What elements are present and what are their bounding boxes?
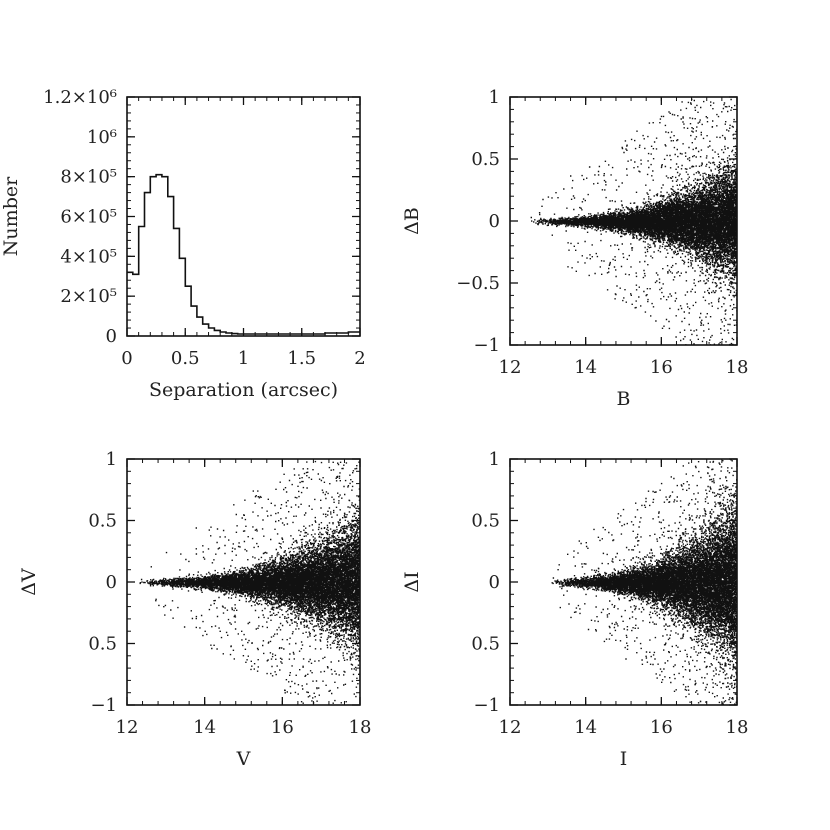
panel-hist: 0 0.5 1 1.5 2 0 2×10⁵ 4×10⁵ 6×10⁵ 8×10⁵ 10⁶ 1.2×10⁶… <box>0 87 366 401</box>
x-tick-label: 0 <box>121 348 132 369</box>
y-tick-label: 0 <box>106 326 117 347</box>
y-tick-label: 0.5 <box>471 149 500 170</box>
y-axis-label: ΔI <box>401 571 423 592</box>
y-axis-label: ΔV <box>18 568 40 596</box>
x-tick-label: 16 <box>650 717 673 738</box>
scatter-point <box>530 98 737 345</box>
x-tick-label: 12 <box>499 357 522 378</box>
y-tick-label: 1 <box>489 87 500 108</box>
y-tick-label: 1 <box>489 449 500 470</box>
y-axis-label: ΔB <box>401 207 423 235</box>
x-tick-label: 12 <box>116 717 139 738</box>
x-tick-label: 14 <box>574 357 597 378</box>
x-tick-label: 18 <box>726 717 749 738</box>
x-axis-label: V <box>236 748 251 770</box>
x-tick-label: 14 <box>574 717 597 738</box>
y-tick-label: 0.5 <box>88 634 117 655</box>
panel-dB: 12 14 16 18 −1 −0.5 0 0.5 1 B ΔB <box>401 87 748 410</box>
plot-frame <box>509 96 738 346</box>
x-tick-label: 0.5 <box>171 348 200 369</box>
y-tick-label: 2×10⁵ <box>60 286 117 307</box>
x-axis-label: Separation (arcsec) <box>149 379 338 401</box>
x-tick-label: 1 <box>238 348 249 369</box>
y-tick-label: −1 <box>473 335 500 356</box>
histogram-line <box>127 173 360 335</box>
y-tick-label: 1.2×10⁶ <box>43 87 117 108</box>
scatter-points-dB <box>530 98 737 345</box>
x-tick-label: 16 <box>650 357 673 378</box>
x-tick-label: 18 <box>726 357 749 378</box>
scatter-points-dI <box>551 459 737 705</box>
y-tick-label: 0.5 <box>471 511 500 532</box>
x-tick-label: 14 <box>193 717 216 738</box>
x-tick-label: 12 <box>499 717 522 738</box>
y-tick-label: 6×10⁵ <box>60 207 117 228</box>
y-tick-label: −1 <box>90 695 117 716</box>
y-tick-label: −0.5 <box>456 273 500 294</box>
x-tick-label: 2 <box>354 348 365 369</box>
y-tick-label: 0 <box>489 572 500 593</box>
y-tick-label: 8×10⁵ <box>60 167 117 188</box>
x-axis-label: B <box>617 388 631 410</box>
panel-dV: 12 14 16 18 −1 0.5 0 0.5 1 V ΔV <box>18 449 371 770</box>
y-axis-label: Number <box>0 176 22 256</box>
y-tick-label: 10⁶ <box>87 127 117 148</box>
scatter-point <box>139 460 360 705</box>
y-tick-label: 4×10⁵ <box>60 246 117 267</box>
x-tick-label: 18 <box>349 717 372 738</box>
y-tick-label: 1 <box>106 449 117 470</box>
y-tick-label: 0 <box>106 572 117 593</box>
y-tick-label: −1 <box>473 695 500 716</box>
scatter-points-dV <box>139 460 360 705</box>
panel-dI: 12 14 16 18 −1 0.5 0 0.5 1 I ΔI <box>401 449 748 770</box>
x-tick-label: 16 <box>271 717 294 738</box>
x-tick-label: 1.5 <box>287 348 316 369</box>
y-tick-label: 0 <box>489 211 500 232</box>
scatter-point <box>551 459 737 705</box>
y-tick-label: 0.5 <box>88 511 117 532</box>
plot-frame <box>126 96 361 337</box>
y-tick-label: 0.5 <box>471 634 500 655</box>
x-axis-label: I <box>620 748 628 770</box>
